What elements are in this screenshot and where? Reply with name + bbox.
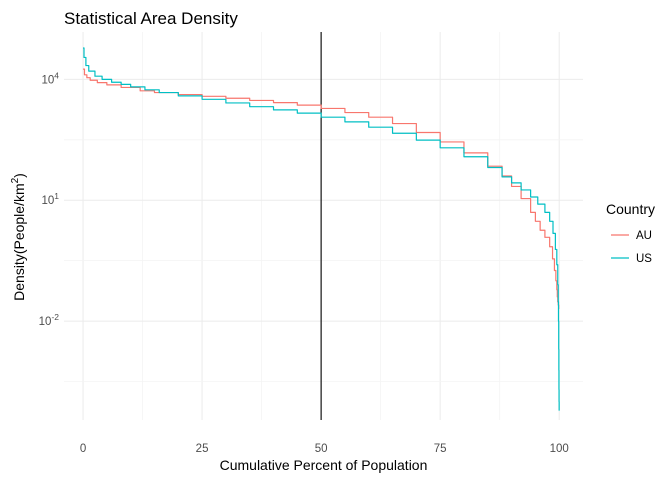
y-axis-label-base: Density(People/km [11,183,27,301]
y-axis-label: Density(People/km2) [10,173,27,301]
chart-title: Statistical Area Density [64,9,238,28]
x-axis-label: Cumulative Percent of Population [220,457,428,473]
y-axis-label-superscript: 2 [10,177,21,183]
y-tick-base: 10 [39,316,52,328]
y-tick-exponent: 1 [54,191,59,201]
legend: Country AU US [606,201,655,265]
x-tick-label: 75 [434,443,447,455]
y-tick-label: 10-2 [39,312,60,328]
y-tick-base: 10 [41,195,54,207]
y-tick-exponent: -2 [51,312,59,322]
grid [64,32,583,420]
x-axis-ticks: 0 25 50 75 100 [80,443,569,455]
x-tick-label: 100 [550,443,569,455]
x-tick-label: 0 [80,443,86,455]
series-layer [83,47,560,411]
series-line-us [83,47,560,411]
legend-label-us: US [636,253,652,265]
y-axis-label-tail: ) [11,173,27,178]
y-tick-base: 10 [41,74,54,86]
legend-title: Country [606,201,655,217]
y-tick-exponent: 4 [54,70,59,80]
y-tick-label: 101 [41,191,59,207]
legend-label-au: AU [636,230,652,242]
x-tick-label: 50 [315,443,328,455]
x-tick-label: 25 [196,443,209,455]
y-tick-label: 104 [41,70,59,86]
